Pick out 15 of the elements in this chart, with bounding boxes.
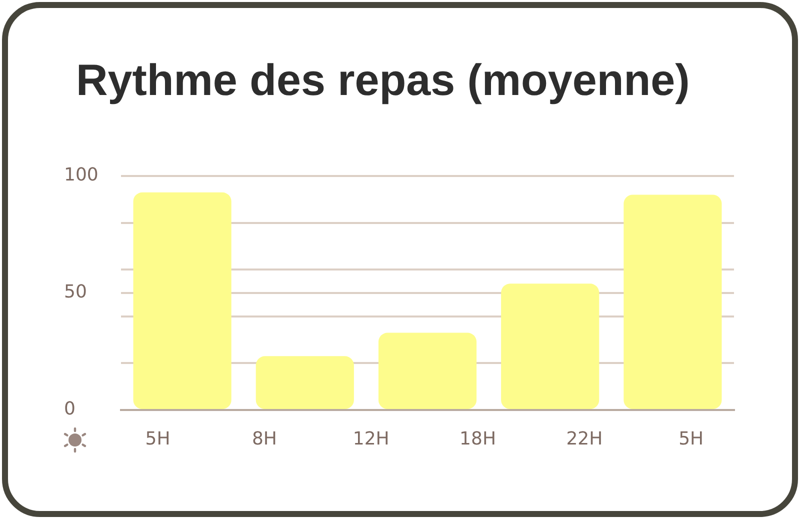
- y-tick-label: 100: [64, 164, 98, 186]
- bar: [133, 192, 232, 409]
- text: 18H: [460, 428, 496, 450]
- bar: [501, 284, 600, 409]
- text: 5H: [145, 428, 170, 450]
- y-tick-label: 50: [64, 282, 87, 303]
- bar: [256, 356, 354, 409]
- text: 22H: [566, 428, 603, 450]
- bar: [378, 332, 477, 409]
- bar: [624, 194, 722, 409]
- y-tick-label: 0: [64, 398, 76, 420]
- chart-title: Rythme des repas (moyenne): [76, 55, 690, 107]
- text: 12H: [352, 428, 390, 450]
- text: 8H: [252, 428, 277, 450]
- text: 5H: [678, 428, 704, 450]
